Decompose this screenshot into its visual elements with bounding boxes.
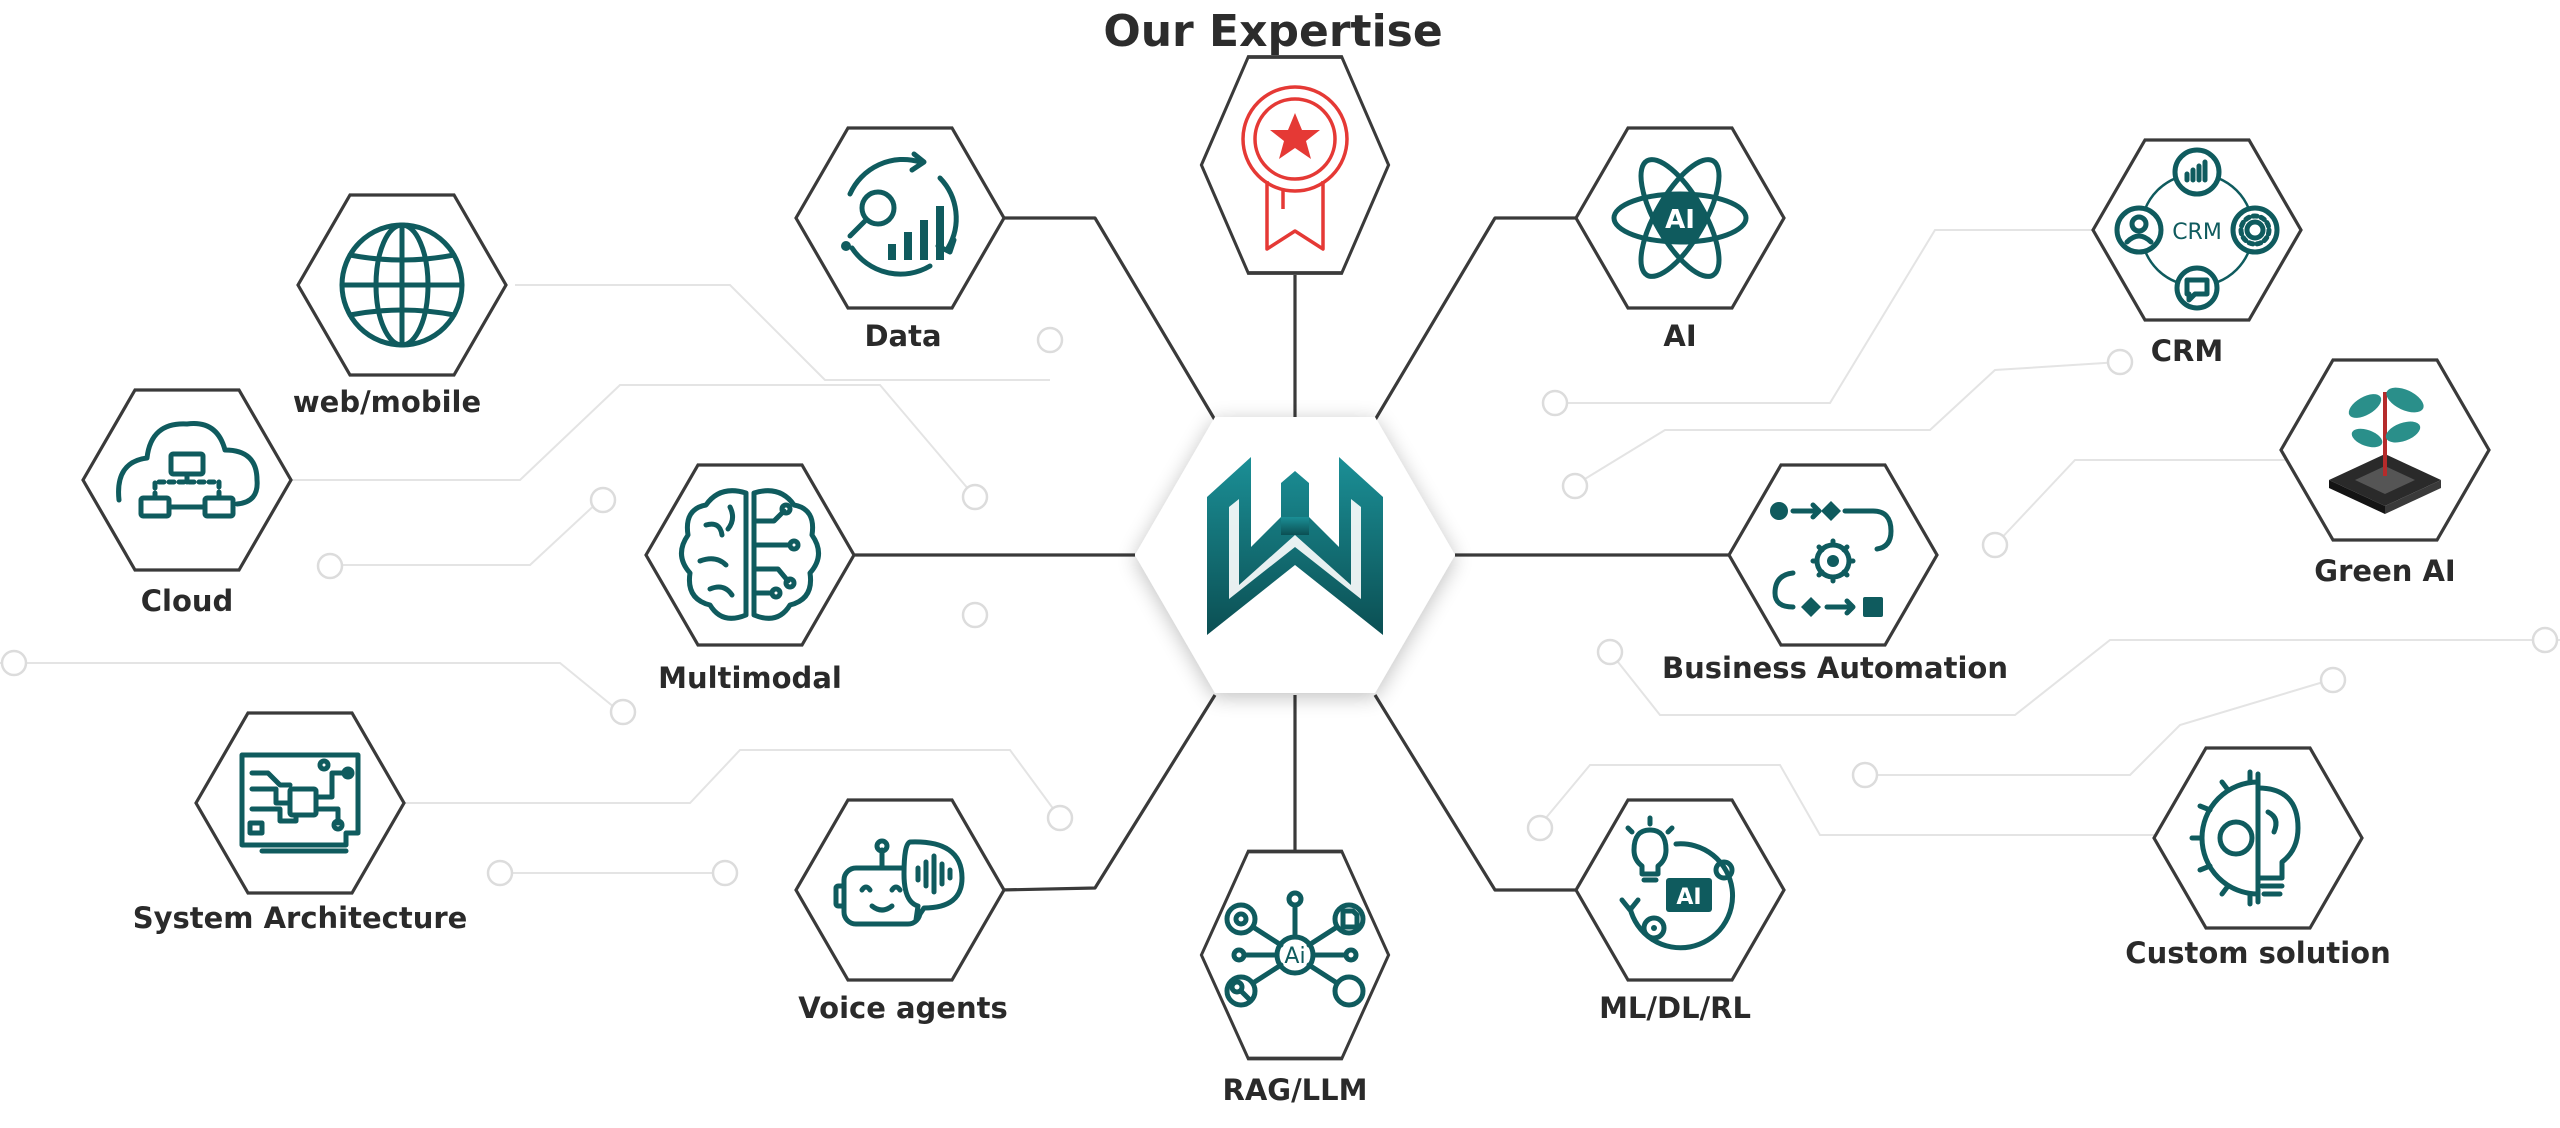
circuit-board-icon [239,752,361,854]
globe-icon [339,222,465,348]
node-web-mobile: web/mobile [293,193,508,419]
node-label: web/mobile [293,385,481,419]
node-business-automation: Business Automation [1662,463,2008,685]
node-crm: CRM CRM [2091,138,2303,368]
crm-cycle-icon: CRM [2114,147,2280,311]
node-multimodal: Multimodal [644,463,856,695]
gear-lightbulb-icon [2189,769,2301,907]
node-data: Data [794,126,1006,353]
voice-bot-icon [833,838,965,927]
node-label: Voice agents [798,991,1007,1025]
cloud-network-icon [116,421,260,519]
node-system-architecture: System Architecture [133,711,468,935]
node-label: System Architecture [133,901,468,935]
node-label: Data [864,319,941,353]
background-circuit-traces [0,229,2560,887]
w-brand-logo-icon [1207,457,1383,635]
workflow-gear-icon [1770,501,1894,617]
node-green-ai: Green AI [2279,358,2491,588]
svg-text:AI: AI [1676,885,1701,910]
node-label: Green AI [2314,554,2455,588]
node-label: CRM [2151,334,2223,368]
node-expertise-badge [1199,55,1391,275]
award-ribbon-icon [1241,85,1349,251]
node-voice-agents: Voice agents [794,798,1008,1025]
ai-atom-icon: AI [1611,157,1749,279]
node-label: Business Automation [1662,651,2008,685]
node-label: Custom solution [2125,936,2390,970]
svg-text:CRM: CRM [2172,220,2222,245]
hub-connectors [855,216,1733,892]
node-label: Cloud [141,584,234,618]
chip-sprout-icon [2329,387,2441,514]
page-title: Our Expertise [1103,6,1442,57]
svg-text:Ai: Ai [1284,944,1305,969]
node-custom-solution: Custom solution [2125,746,2391,970]
data-analytics-icon [841,151,959,277]
node-rag-llm: Ai RAG/LLM [1199,849,1391,1107]
node-label: RAG/LLM [1223,1073,1368,1107]
node-cloud: Cloud [81,388,293,618]
ai-network-icon: Ai [1224,890,1366,1008]
node-label: Multimodal [658,661,842,695]
center-hub [1135,417,1455,693]
svg-text:AI: AI [1665,205,1695,235]
node-ai: AI AI [1574,126,1786,353]
node-label: AI [1663,319,1696,353]
ai-lightbulb-gear-icon: AI [1619,815,1735,951]
brain-circuit-icon [679,488,821,621]
node-label: ML/DL/RL [1599,991,1751,1025]
node-ml-dl-rl: AI ML/DL/RL [1574,798,1786,1025]
